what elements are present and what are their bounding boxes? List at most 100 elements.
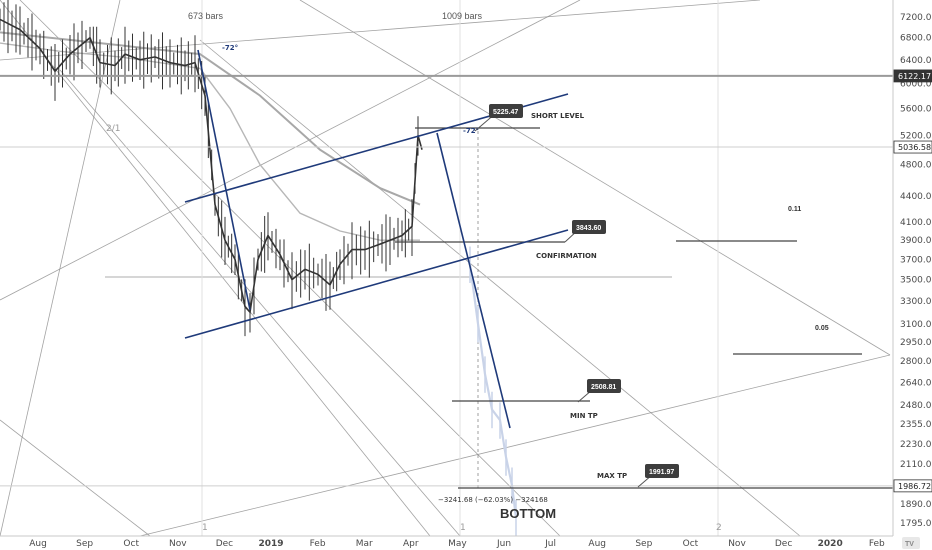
drop-trend-line-1 <box>197 49 251 311</box>
y-tick-label: 2230.00 <box>900 440 932 450</box>
fan-line <box>0 0 121 537</box>
y-tick-label: 3300.00 <box>900 297 932 307</box>
y-tick-label: 1795.00 <box>900 519 932 529</box>
price-tags: 6122.17 5036.58 1986.72 <box>893 69 932 493</box>
y-tick-label: 2480.00 <box>900 401 932 411</box>
level-lines <box>0 74 893 489</box>
x-tick-label: Feb <box>869 539 885 549</box>
cycle-marker-2: 1 <box>460 523 466 533</box>
price-tag-label: 1986.72 <box>898 482 931 491</box>
y-tick-label: 4800.00 <box>900 161 932 171</box>
bottom-label: BOTTOM <box>500 506 556 521</box>
y-tick-label: 2950.00 <box>900 338 932 348</box>
projection-line <box>468 264 518 518</box>
price-line <box>0 18 423 315</box>
price-axis-panel[interactable] <box>893 0 932 550</box>
bars-count-right: 1009 bars <box>442 11 483 21</box>
x-tick-label: Dec <box>775 539 792 549</box>
x-tick-label: 2020 <box>818 539 843 549</box>
max-tp-callout: 1991.97 <box>637 464 679 488</box>
svg-text:2508.81: 2508.81 <box>591 384 616 391</box>
short-level-callout: 5225.47 <box>474 104 523 132</box>
angle-label-1: -72° <box>222 44 238 52</box>
x-tick-label: Jul <box>544 539 556 549</box>
cycle-marker-3: 2 <box>716 523 722 533</box>
fan-line <box>19 0 561 537</box>
x-tick-label: Oct <box>123 539 139 549</box>
svg-text:1991.97: 1991.97 <box>649 469 674 476</box>
y-tick-label: 3500.00 <box>900 276 932 286</box>
price-tag-label: 6122.17 <box>898 72 931 81</box>
x-tick-label: Nov <box>728 539 746 549</box>
x-tick-label: 2019 <box>258 539 283 549</box>
y-tick-label: 2110.00 <box>900 460 932 470</box>
x-tick-label: May <box>448 539 467 549</box>
measure-label: −3241.68 (−62.03%) −324168 <box>438 496 548 504</box>
fib-level-upper: 0.11 <box>788 206 801 213</box>
time-axis-ticks[interactable]: Aug Sep Oct Nov Dec 2019 Feb Mar Apr May Jun Jul Aug… <box>29 539 885 549</box>
y-tick-label: 6000.00 <box>900 79 932 89</box>
y-tick-label: 1890.00 <box>900 500 932 510</box>
projection-series <box>468 246 518 537</box>
y-tick-label: 2800.00 <box>900 357 932 367</box>
fan-line <box>0 419 151 537</box>
x-tick-label: Oct <box>683 539 699 549</box>
y-tick-label: 2355.00 <box>900 420 932 430</box>
fan-line <box>199 39 801 537</box>
svg-text:TV: TV <box>905 541 914 548</box>
price-series <box>0 0 423 337</box>
svg-text:5225.47: 5225.47 <box>493 109 518 116</box>
fan-ratio-label: 2/1 <box>106 124 120 134</box>
x-tick-label: Sep <box>76 539 93 549</box>
x-tick-label: Apr <box>403 539 419 549</box>
x-tick-label: Aug <box>29 539 47 549</box>
x-tick-label: Nov <box>169 539 187 549</box>
x-tick-label: Aug <box>588 539 606 549</box>
y-tick-label: 3100.00 <box>900 320 932 330</box>
min-tp-callout: 2508.81 <box>577 379 621 403</box>
fan-line <box>0 0 581 301</box>
y-tick-label: 7200.00 <box>900 13 932 23</box>
fan-line <box>0 0 761 61</box>
x-tick-label: Sep <box>635 539 652 549</box>
tradingview-logo-icon: TV <box>902 537 920 549</box>
price-tag-label: 5036.58 <box>898 143 931 152</box>
y-tick-label: 3700.00 <box>900 255 932 265</box>
max-tp-label: MAX TP <box>597 472 627 480</box>
bars-count-left: 673 bars <box>188 11 224 21</box>
fan-line <box>299 0 891 356</box>
y-tick-label: 4100.00 <box>900 218 932 228</box>
channel-lower-line <box>184 229 569 339</box>
fan-line <box>0 0 431 537</box>
angle-label-2: -72° <box>463 127 479 135</box>
x-tick-label: Dec <box>216 539 233 549</box>
min-tp-label: MIN TP <box>570 412 598 420</box>
moving-average-short <box>0 42 420 241</box>
y-tick-label: 5200.00 <box>900 131 932 141</box>
x-tick-label: Jun <box>496 539 511 549</box>
y-tick-label: 5600.00 <box>900 104 932 114</box>
fan-line <box>139 354 891 537</box>
price-axis-ticks: 7200.00 6800.00 6400.00 6000.00 5600.00 5200.… <box>900 13 932 529</box>
y-tick-label: 6800.00 <box>900 34 932 44</box>
x-tick-label: Mar <box>356 539 373 549</box>
price-tag-box <box>893 140 932 154</box>
gann-fan-lines <box>0 0 891 537</box>
price-tag-box <box>893 479 932 493</box>
svg-text:3843.60: 3843.60 <box>576 225 601 232</box>
drop-trend-line-2 <box>436 132 511 429</box>
fan-line <box>59 69 461 537</box>
fib-level-lower: 0.05 <box>815 325 829 332</box>
price-tag-box <box>893 69 932 83</box>
y-tick-label: 4400.00 <box>900 192 932 202</box>
x-tick-label: Feb <box>310 539 326 549</box>
confirmation-label: CONFIRMATION <box>536 252 597 260</box>
confirmation-callout: 3843.60 <box>564 220 606 243</box>
cycle-marker-1: 1 <box>202 523 208 533</box>
y-tick-label: 3900.00 <box>900 236 932 246</box>
y-tick-label: 6400.00 <box>900 56 932 66</box>
trend-lines <box>197 49 511 429</box>
short-level-label: SHORT LEVEL <box>531 112 585 120</box>
y-tick-label: 2640.00 <box>900 378 932 388</box>
